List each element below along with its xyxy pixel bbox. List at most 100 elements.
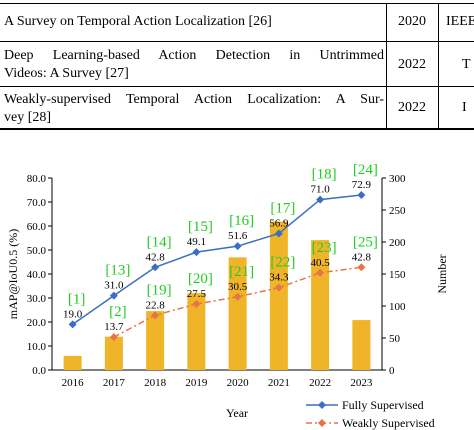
y-right-tick-label: 200 <box>389 237 406 249</box>
reference-label: [2] <box>109 304 127 320</box>
y-left-tick-label: 50.0 <box>27 245 47 257</box>
bar <box>63 355 82 370</box>
table-col-divider <box>438 3 439 128</box>
legend-label: Weakly Supervised <box>342 416 435 430</box>
bar <box>269 221 288 370</box>
data-label: 49.1 <box>187 236 206 248</box>
table-cell-venue: I <box>462 100 467 115</box>
y-left-tick-label: 0.0 <box>32 365 46 377</box>
reference-label: [15] <box>188 219 213 235</box>
table-cell-year: 2022 <box>398 100 426 115</box>
x-tick-label: 2023 <box>350 377 373 389</box>
bar <box>104 336 123 370</box>
data-label: 19.0 <box>63 308 83 320</box>
data-label: 40.5 <box>311 257 331 269</box>
reference-label: [16] <box>229 213 254 229</box>
reference-label: [24] <box>353 162 378 178</box>
legend-label: Fully Supervised <box>342 398 424 412</box>
y-left-axis-label: mAP@IoU0.5 (%) <box>6 229 20 319</box>
y-left-tick-label: 40.0 <box>27 269 47 281</box>
bar <box>311 240 330 370</box>
data-point <box>192 248 201 257</box>
data-label: 34.3 <box>269 272 289 284</box>
reference-label: [1] <box>68 291 86 307</box>
y-right-tick-label: 150 <box>389 269 406 281</box>
reference-label: [25] <box>353 234 378 250</box>
data-point <box>274 283 283 292</box>
y-right-tick-label: 300 <box>389 173 406 185</box>
data-point <box>316 195 325 204</box>
reference-label: [23] <box>312 240 337 256</box>
data-point <box>233 292 242 301</box>
x-tick-label: 2017 <box>103 377 126 389</box>
table-cell-title: Weakly-supervised Temporal Action Locali… <box>4 92 384 125</box>
legend-marker <box>318 419 326 427</box>
data-label: 51.6 <box>228 230 248 242</box>
bar <box>352 320 371 370</box>
data-point <box>233 242 242 251</box>
y-left-tick-label: 70.0 <box>27 197 47 209</box>
table-col-divider <box>386 3 387 128</box>
y-right-tick-label: 100 <box>389 301 406 313</box>
data-label: 30.5 <box>228 281 248 293</box>
bar <box>228 257 247 370</box>
data-label: 31.0 <box>104 280 124 292</box>
bar <box>146 311 165 370</box>
y-right-axis-label: Number <box>435 254 449 293</box>
table-rule-2 <box>0 86 474 87</box>
reference-label: [14] <box>147 234 172 250</box>
data-point <box>151 263 160 272</box>
data-point <box>109 333 118 342</box>
data-label: 72.9 <box>352 179 372 191</box>
reference-label: [21] <box>229 264 254 280</box>
x-tick-label: 2020 <box>227 377 250 389</box>
data-label: 13.7 <box>104 321 124 333</box>
reference-label: [20] <box>188 271 213 287</box>
table-cell-year: 2022 <box>398 57 426 72</box>
table-cell-venue: T <box>462 57 471 72</box>
data-point <box>357 263 366 272</box>
fully-supervised-line <box>72 194 362 326</box>
data-point <box>151 311 160 320</box>
table-cell-title: A Survey on Temporal Action Localization… <box>4 14 272 29</box>
reference-label: [13] <box>105 263 130 279</box>
data-point <box>192 300 201 308</box>
bar <box>187 293 206 370</box>
reference-label: [17] <box>270 200 295 216</box>
x-tick-label: 2018 <box>144 377 167 389</box>
y-left-tick-label: 30.0 <box>27 293 47 305</box>
data-point <box>109 291 118 300</box>
y-right-tick-label: 0 <box>389 365 395 377</box>
y-left-tick-label: 60.0 <box>27 221 47 233</box>
legend-marker <box>318 401 326 409</box>
y-right-tick-label: 50 <box>389 333 401 345</box>
data-label: 22.8 <box>146 299 166 311</box>
data-point <box>316 268 325 277</box>
x-axis-label: Year <box>226 406 248 420</box>
table-rule-1 <box>0 41 474 42</box>
data-label: 27.5 <box>187 288 207 300</box>
data-point <box>357 191 366 200</box>
data-point <box>68 320 77 329</box>
x-tick-label: 2021 <box>268 377 290 389</box>
table-cell-venue: IEEE <box>446 14 474 29</box>
y-left-tick-label: 20.0 <box>27 317 47 329</box>
x-tick-label: 2022 <box>309 377 331 389</box>
data-label: 71.0 <box>311 184 331 196</box>
data-label: 42.8 <box>352 251 372 263</box>
table-cell-year: 2020 <box>398 14 426 29</box>
map-chart: 0.0 10.0 20.0 30.0 40.0 50.0 60.0 70.0 80.0 0 50 10… <box>6 162 449 430</box>
y-right-tick-label: 250 <box>389 205 406 217</box>
y-left-tick-label: 80.0 <box>27 173 47 185</box>
y-left-tick-label: 10.0 <box>27 341 47 353</box>
data-label: 42.8 <box>146 251 166 263</box>
reference-label: [18] <box>312 167 337 183</box>
table-top-rule <box>0 3 474 4</box>
x-tick-label: 2016 <box>62 377 85 389</box>
table-cell-title: Deep Learning-based Action Detection in … <box>4 48 384 81</box>
reference-label: [19] <box>147 282 172 298</box>
x-tick-label: 2019 <box>185 377 208 389</box>
data-point <box>274 229 283 238</box>
table-bottom-rule <box>0 128 474 130</box>
reference-label: [22] <box>270 255 295 271</box>
